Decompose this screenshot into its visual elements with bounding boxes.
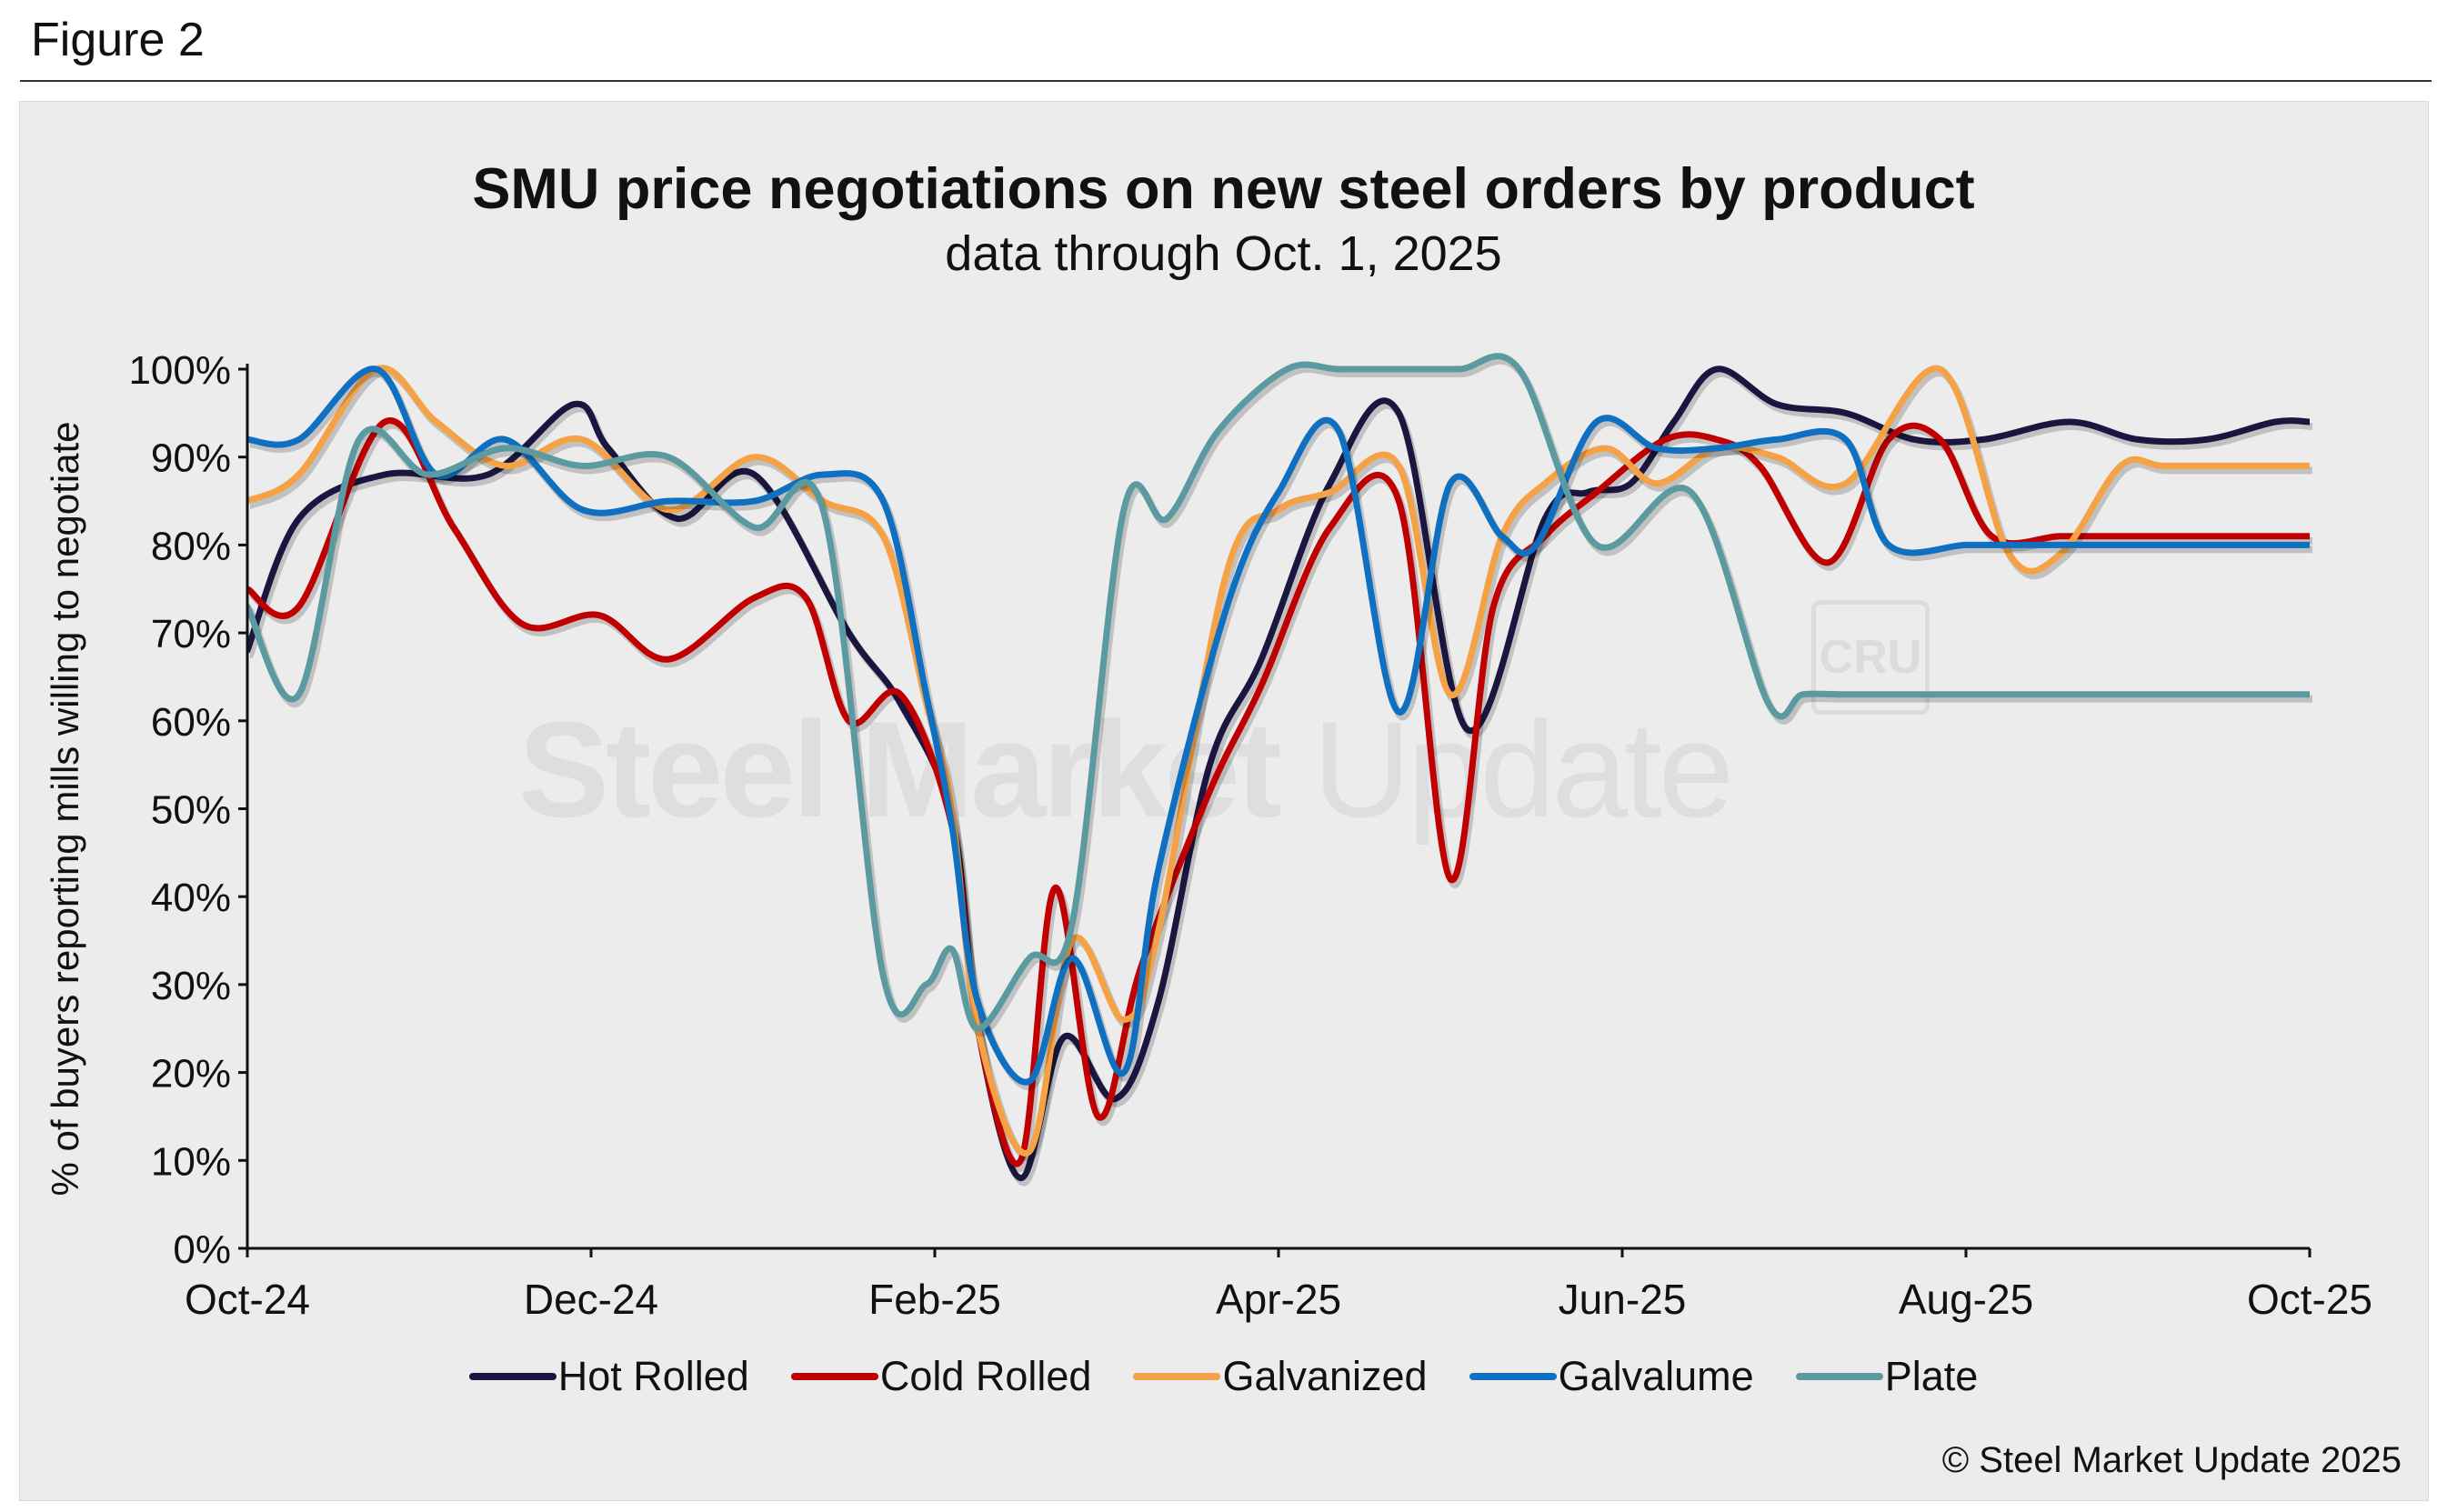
x-tick-label: Oct-24 [185,1276,310,1323]
x-tick-label: Oct-25 [2247,1276,2372,1323]
legend-swatch [468,1373,557,1380]
watermark-light: Update [1312,693,1734,846]
series-line-hot-rolled [247,365,2310,1182]
legend-label: Galvanized [1222,1353,1428,1399]
series-line-plate [247,353,2310,1032]
legend-swatch [790,1373,878,1380]
x-tick-label: Aug-25 [1899,1276,2033,1323]
legend-label: Hot Rolled [557,1353,749,1399]
figure-rule [20,80,2432,82]
y-tick-label: 10% [151,1139,231,1184]
series-line-galvanized [247,365,2310,1157]
legend-label: Galvalume [1558,1353,1754,1399]
chart-panel [19,101,2429,1501]
figure-label: Figure 2 [31,14,205,66]
legend-item-galvanized: Galvanized [1133,1353,1428,1400]
legend-item-galvalume: Galvalume [1469,1353,1754,1400]
x-axis-ticks: Oct-24 Dec-24 Feb-25 Apr-25 Jun-25 Aug-25 Oct-… [185,1248,2372,1323]
legend-swatch [1133,1373,1221,1380]
y-tick-label: 90% [151,436,231,481]
x-tick-label: Jun-25 [1559,1276,1687,1323]
y-axis-label: % of buyers reporting mills willing to n… [44,421,86,1196]
x-tick-label: Feb-25 [868,1276,1001,1323]
series-lines [247,353,2312,1187]
copyright: © Steel Market Update 2025 [1941,1440,2402,1480]
y-axis-ticks: 0% 10% 20% 30% 40% 50% 60% 70% 80% 90% 100% [128,348,247,1272]
watermark-bold: Steel Market [518,693,1282,846]
chart-title: SMU price negotiations on new steel orde… [472,157,1975,221]
x-tick-label: Apr-25 [1216,1276,1341,1323]
x-tick-label: Dec-24 [524,1276,658,1323]
series-shadow-galvalume [250,369,2312,1091]
legend-item-plate: Plate [1795,1353,1979,1400]
y-tick-label: 100% [128,348,231,393]
y-tick-label: 60% [151,700,231,745]
cru-logo-watermark: CRU [1811,600,1930,715]
legend-label: Cold Rolled [879,1353,1092,1399]
y-tick-label: 50% [151,788,231,833]
y-tick-label: 70% [151,612,231,656]
y-tick-label: 80% [151,524,231,568]
y-tick-label: 0% [173,1227,231,1272]
y-tick-label: 40% [151,876,231,920]
legend-swatch [1469,1373,1557,1380]
legend-label: Plate [1884,1353,1979,1399]
y-tick-label: 20% [151,1052,231,1096]
series-shadow-cold-rolled [250,421,2312,1172]
watermark-text: Steel Market Update [518,691,1734,848]
legend: Hot Rolled Cold Rolled Galvanized Galvalume… [0,1353,2447,1400]
legend-item-cold-rolled: Cold Rolled [790,1353,1092,1400]
legend-swatch [1795,1373,1883,1380]
chart-subtitle: data through Oct. 1, 2025 [945,226,1502,281]
series-line-galvalume [247,365,2310,1086]
legend-item-hot-rolled: Hot Rolled [468,1353,749,1400]
y-tick-label: 30% [151,964,231,1008]
